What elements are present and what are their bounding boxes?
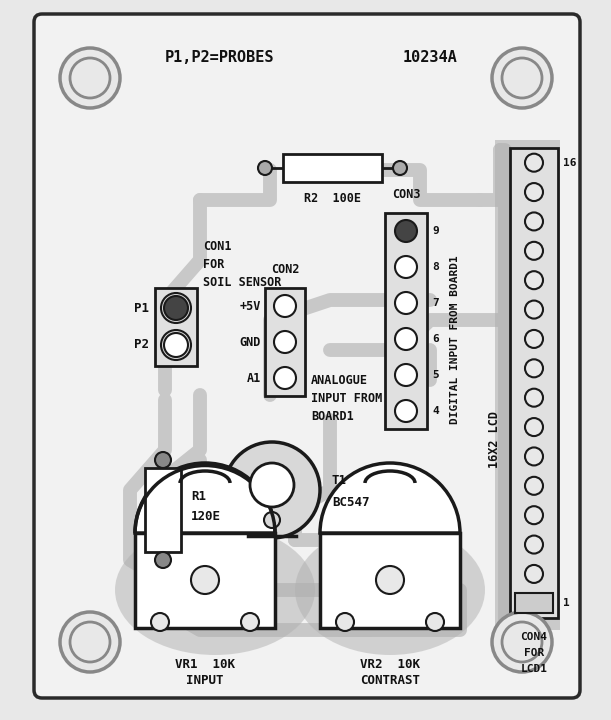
Text: GND: GND	[240, 336, 261, 348]
Text: CON3: CON3	[392, 188, 420, 201]
Bar	[145, 468, 181, 552]
Circle shape	[525, 212, 543, 230]
Text: VR1  10K: VR1 10K	[175, 658, 235, 671]
Circle shape	[250, 463, 294, 507]
Text: P1,P2=PROBES: P1,P2=PROBES	[165, 50, 275, 66]
Circle shape	[164, 333, 188, 357]
Circle shape	[336, 613, 354, 631]
Text: 16X2 LCD: 16X2 LCD	[489, 412, 502, 469]
Text: DIGITAL INPUT FROM BOARD1: DIGITAL INPUT FROM BOARD1	[450, 256, 460, 424]
Circle shape	[525, 477, 543, 495]
Text: 16: 16	[563, 158, 577, 168]
Text: +5V: +5V	[240, 300, 261, 312]
Text: 9: 9	[432, 226, 439, 236]
Circle shape	[525, 447, 543, 465]
Circle shape	[191, 566, 219, 594]
Circle shape	[525, 506, 543, 524]
Circle shape	[376, 566, 404, 594]
Circle shape	[155, 552, 171, 568]
Circle shape	[395, 220, 417, 242]
Ellipse shape	[115, 525, 315, 655]
Circle shape	[525, 300, 543, 318]
Bar	[265, 288, 305, 396]
Text: 4: 4	[432, 406, 439, 416]
Text: 8: 8	[432, 262, 439, 272]
Circle shape	[395, 364, 417, 386]
Text: 120E: 120E	[191, 510, 221, 523]
Text: INPUT FROM: INPUT FROM	[311, 392, 382, 405]
Circle shape	[525, 153, 543, 171]
Circle shape	[70, 58, 110, 98]
Bar	[283, 154, 382, 182]
Text: 7: 7	[432, 298, 439, 308]
Circle shape	[393, 161, 407, 175]
Text: R1: R1	[191, 490, 206, 503]
FancyBboxPatch shape	[34, 14, 580, 698]
Bar	[510, 148, 558, 618]
Bar	[135, 533, 275, 628]
Circle shape	[525, 536, 543, 554]
Circle shape	[164, 296, 188, 320]
Circle shape	[426, 613, 444, 631]
Text: BOARD1: BOARD1	[311, 410, 354, 423]
Circle shape	[274, 295, 296, 317]
Circle shape	[151, 613, 169, 631]
Text: BC547: BC547	[332, 495, 370, 508]
Text: 1: 1	[563, 598, 569, 608]
Text: CON4: CON4	[521, 632, 547, 642]
Circle shape	[155, 452, 171, 468]
Text: 5: 5	[432, 370, 439, 380]
Circle shape	[525, 330, 543, 348]
Bar	[385, 213, 427, 429]
Text: VR2  10K: VR2 10K	[360, 658, 420, 671]
Text: CONTRAST: CONTRAST	[360, 674, 420, 687]
Circle shape	[395, 328, 417, 350]
Circle shape	[60, 48, 120, 108]
Text: CON2: CON2	[271, 263, 299, 276]
Circle shape	[492, 612, 552, 672]
Text: T1: T1	[332, 474, 347, 487]
Bar	[495, 140, 560, 630]
Wedge shape	[320, 463, 460, 533]
Circle shape	[502, 622, 542, 662]
Circle shape	[525, 183, 543, 201]
Circle shape	[70, 622, 110, 662]
Text: ANALOGUE: ANALOGUE	[311, 374, 368, 387]
Text: 6: 6	[432, 334, 439, 344]
Text: 10234A: 10234A	[403, 50, 458, 66]
Wedge shape	[135, 463, 275, 533]
Circle shape	[274, 367, 296, 389]
Circle shape	[525, 242, 543, 260]
Bar	[515, 593, 553, 613]
Bar	[320, 533, 460, 628]
Text: LCD1: LCD1	[521, 664, 547, 674]
Circle shape	[264, 512, 280, 528]
Circle shape	[502, 58, 542, 98]
Text: R2  100E: R2 100E	[304, 192, 360, 205]
Circle shape	[492, 48, 552, 108]
Circle shape	[395, 400, 417, 422]
Circle shape	[525, 565, 543, 583]
Bar	[155, 288, 197, 366]
Circle shape	[258, 161, 272, 175]
Circle shape	[525, 389, 543, 407]
Circle shape	[395, 256, 417, 278]
Text: P2: P2	[134, 338, 149, 351]
Text: A1: A1	[247, 372, 261, 384]
Text: FOR: FOR	[524, 648, 544, 658]
Circle shape	[525, 418, 543, 436]
Ellipse shape	[295, 525, 485, 655]
Circle shape	[525, 271, 543, 289]
Circle shape	[60, 612, 120, 672]
Circle shape	[395, 292, 417, 314]
Text: SOIL SENSOR: SOIL SENSOR	[203, 276, 282, 289]
Circle shape	[274, 331, 296, 353]
Circle shape	[525, 359, 543, 377]
Text: CON1: CON1	[203, 240, 232, 253]
Text: FOR: FOR	[203, 258, 224, 271]
Text: P1: P1	[134, 302, 149, 315]
Circle shape	[224, 442, 320, 538]
Text: INPUT: INPUT	[186, 674, 224, 687]
Circle shape	[241, 613, 259, 631]
